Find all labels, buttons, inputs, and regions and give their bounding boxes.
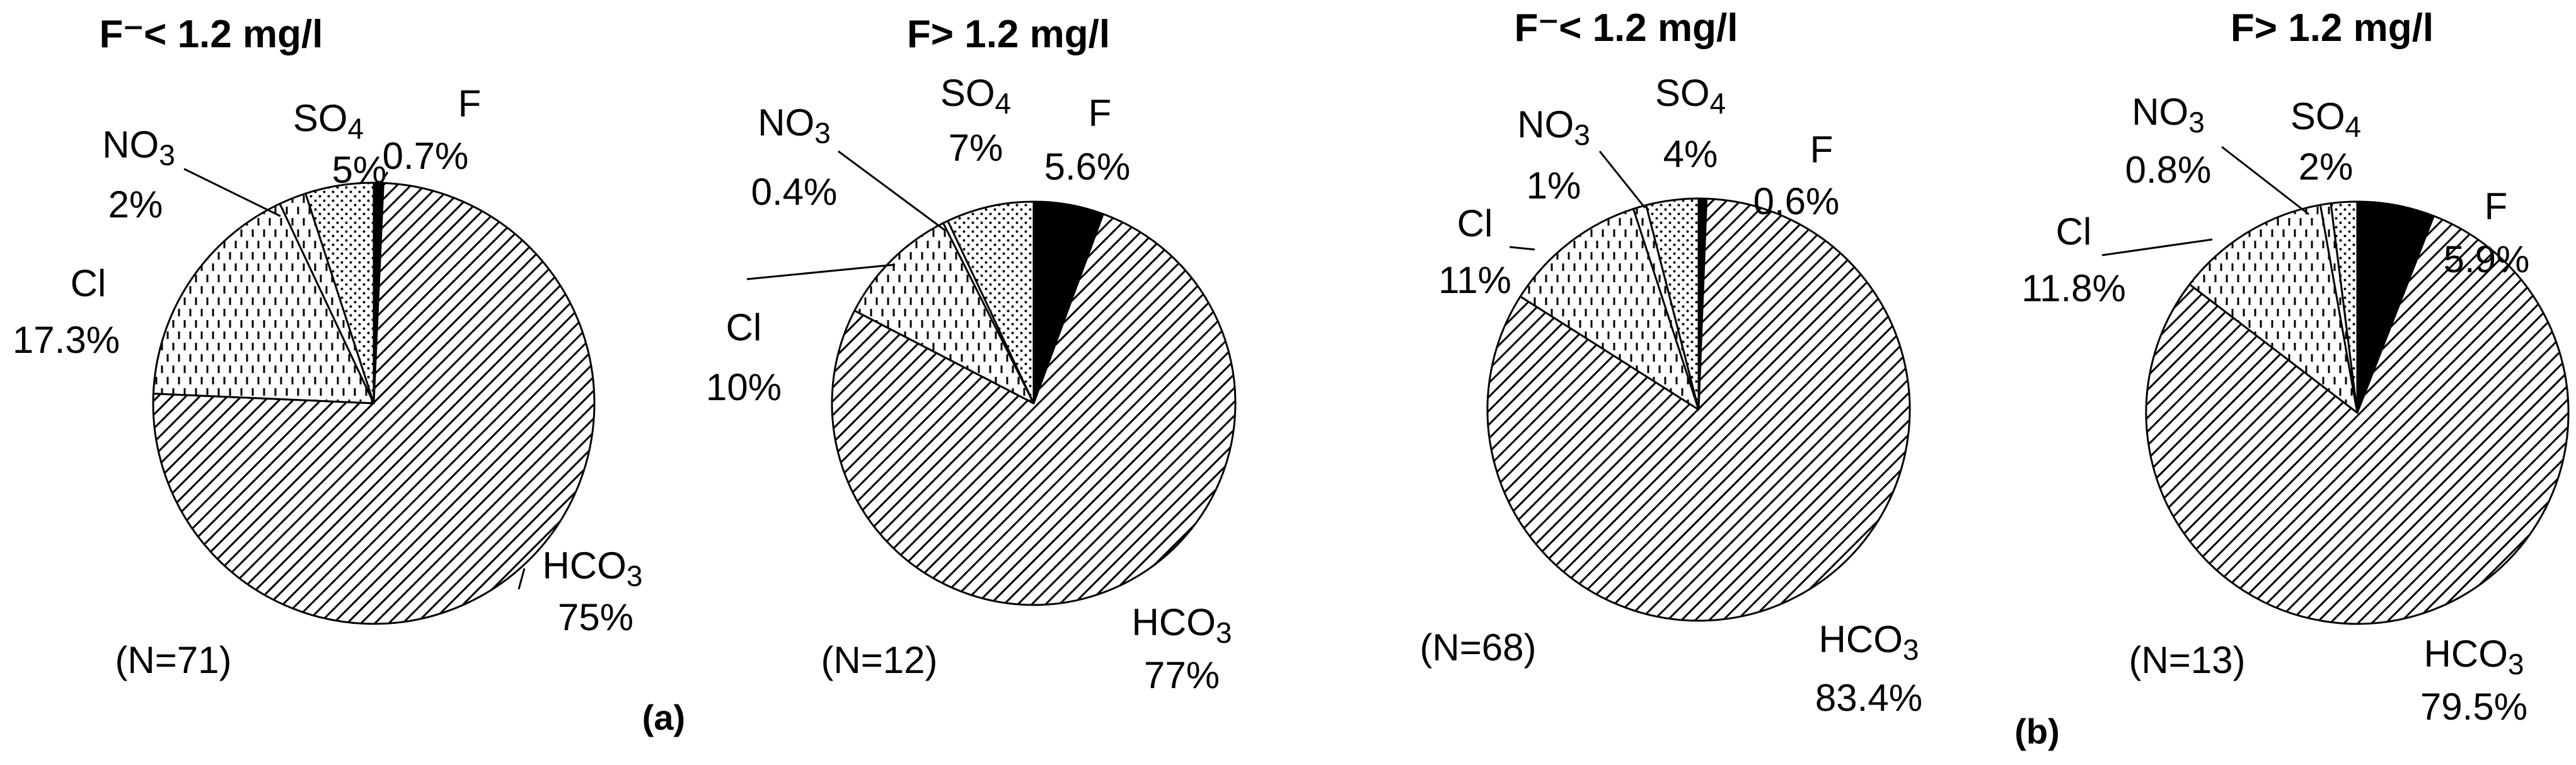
pie-slice-hco3 — [2145, 215, 2570, 625]
leader-line-cl — [1509, 246, 1535, 251]
pie-slice-cl — [853, 222, 1035, 405]
slice-value-cl: 11% — [1438, 259, 1511, 301]
chart-title: F⁻< 1.2 mg/l — [1515, 6, 1738, 50]
leader-line-no3 — [838, 150, 946, 232]
pie-slice-so4 — [304, 181, 375, 405]
chart-title: F⁻< 1.2 mg/l — [100, 13, 323, 56]
pie-slice-cl — [2188, 204, 2359, 414]
slice-name-no3: NO3 — [1517, 103, 1590, 151]
leader-line-no3 — [183, 168, 281, 217]
slice-name-f: F — [1810, 129, 1834, 171]
slice-name-f: F — [458, 83, 482, 125]
slice-value-no3: 2% — [108, 183, 163, 226]
slice-value-hco3: 83.4% — [1815, 677, 1922, 719]
slice-value-hco3: 75% — [558, 596, 633, 638]
slice-value-f: 0.7% — [383, 135, 469, 177]
slice-value-hco3: 79.5% — [2420, 686, 2527, 728]
panel-label-b: (b) — [2014, 711, 2060, 751]
slice-name-so4: SO4 — [293, 97, 364, 145]
slice-name-hco3: HCO3 — [2424, 633, 2524, 681]
slice-name-no3: NO3 — [758, 101, 831, 149]
pie-slice-hco3 — [831, 213, 1237, 606]
chart-title: F> 1.2 mg/l — [2231, 6, 2434, 50]
slice-name-f: F — [1089, 92, 1112, 134]
slice-name-so4: SO4 — [1655, 72, 1726, 120]
sample-count-label: (N=68) — [1419, 626, 1536, 669]
slice-name-f: F — [2485, 185, 2508, 227]
slice-value-hco3: 77% — [1144, 654, 1220, 696]
pie-slice-so4 — [2330, 200, 2359, 414]
leader-line-no3 — [2221, 146, 2309, 216]
slice-name-no3: NO3 — [102, 124, 175, 171]
slice-value-no3: 0.4% — [751, 171, 838, 213]
leader-line-no3 — [1598, 151, 1646, 209]
pie-slice-so4 — [1645, 197, 1700, 411]
leader-line-cl — [746, 263, 896, 280]
slice-value-so4: 2% — [2299, 146, 2354, 188]
pie-chart-b-low-f: F⁻< 1.2 mg/l (N=68) F 0.6% HCO3 83.4% Cl 11% NO3… — [1419, 6, 1922, 719]
slice-value-cl: 10% — [706, 366, 782, 408]
slice-value-cl: 11.8% — [2021, 267, 2126, 309]
sample-count-label: (N=13) — [2128, 639, 2245, 681]
slice-name-so4: SO4 — [940, 72, 1011, 120]
pie-chart-b-high-f: F> 1.2 mg/l (N=13) F 5.9% HCO3 79.5% Cl 11.8% NO… — [2021, 6, 2570, 728]
slice-name-cl: Cl — [2056, 210, 2092, 253]
slice-value-no3: 0.8% — [2125, 149, 2212, 191]
pie-chart-a-high-f: F> 1.2 mg/l (N=12) F 5.6% HCO3 77% Cl 10% NO3 0.4… — [706, 13, 1237, 696]
pie-slice-cl — [1519, 207, 1700, 411]
slice-value-so4: 5% — [332, 149, 387, 191]
pie-slice-f — [2356, 200, 2435, 414]
slice-name-hco3: HCO3 — [1819, 618, 1919, 666]
slice-name-cl: Cl — [71, 262, 107, 304]
leader-line-f — [376, 171, 389, 190]
panel-label-a: (a) — [642, 698, 685, 737]
leader-line-cl — [2101, 238, 2213, 256]
slice-value-f: 5.6% — [1044, 146, 1131, 188]
slice-value-cl: 17.3% — [13, 319, 120, 361]
slice-name-no3: NO3 — [2132, 91, 2205, 139]
slice-name-cl: Cl — [1457, 202, 1493, 244]
sample-count-label: (N=12) — [821, 639, 937, 681]
slice-value-f: 0.6% — [1753, 180, 1840, 222]
slice-value-so4: 4% — [1663, 133, 1718, 175]
pie-slice-cl — [152, 202, 375, 405]
leader-line-hco3 — [517, 568, 526, 590]
slice-value-no3: 1% — [1527, 164, 1581, 207]
slice-name-hco3: HCO3 — [1132, 601, 1232, 649]
sample-count-label: (N=71) — [115, 639, 231, 681]
slice-value-f: 5.9% — [2444, 238, 2530, 280]
pie-slice-so4 — [947, 200, 1035, 405]
slice-name-so4: SO4 — [2290, 95, 2361, 143]
slice-name-hco3: HCO3 — [543, 544, 643, 592]
slice-name-cl: Cl — [726, 306, 762, 348]
chart-title: F> 1.2 mg/l — [907, 13, 1110, 56]
slice-value-so4: 7% — [949, 127, 1003, 169]
